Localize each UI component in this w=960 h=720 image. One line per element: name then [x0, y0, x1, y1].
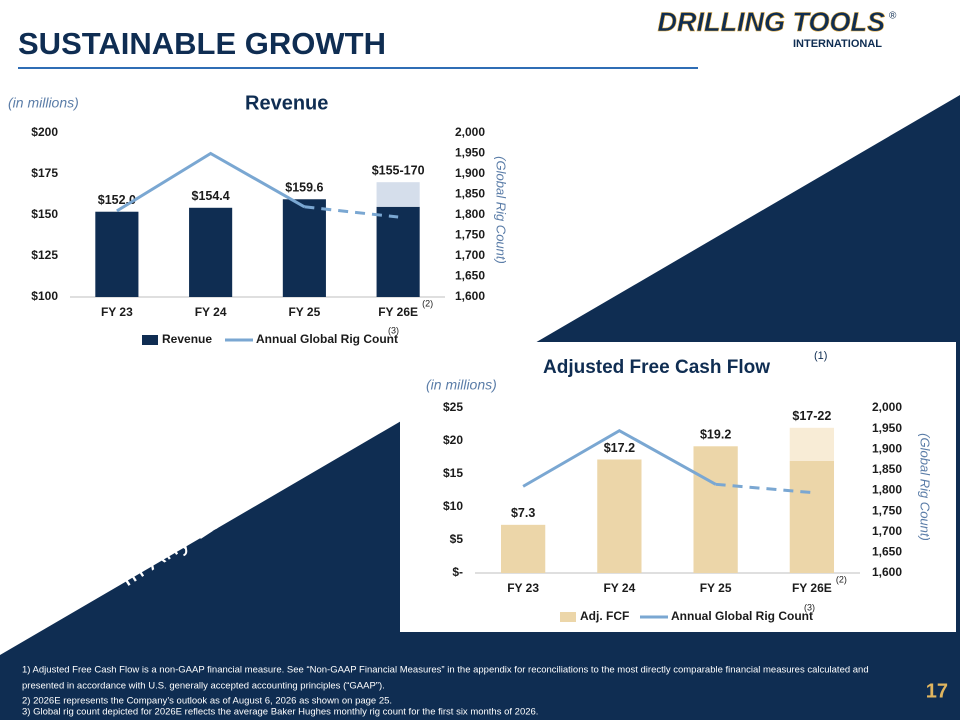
footnote: presented in accordance with U.S. genera…	[22, 681, 385, 692]
chart-title: Adjusted Free Cash Flow	[543, 357, 770, 378]
value-label: $152.0	[98, 193, 136, 207]
y2-tick-label: 1,650	[872, 545, 902, 559]
legend-swatch	[142, 335, 158, 345]
y2-tick-label: 2,000	[455, 125, 485, 139]
y2-tick-label: 1,700	[455, 248, 485, 262]
x-tick-label: FY 24	[603, 581, 635, 595]
y2-tick-label: 1,900	[872, 441, 902, 455]
x-tick-label: FY 25	[700, 581, 732, 595]
x-tick-label: FY 24	[195, 305, 227, 319]
slide-title: SUSTAINABLE GROWTH	[18, 26, 386, 61]
y2-tick-label: 1,850	[455, 187, 485, 201]
y2-axis-label: (Global Rig Count)	[918, 433, 933, 541]
y2-tick-label: 1,600	[455, 289, 485, 303]
y2-tick-label: 1,750	[455, 228, 485, 242]
y2-tick-label: 1,800	[455, 207, 485, 221]
value-label: $19.2	[700, 428, 731, 442]
page-number: 17	[926, 680, 948, 702]
value-label: $159.6	[285, 181, 323, 195]
bar	[500, 524, 546, 573]
y-tick-label: $100	[31, 289, 58, 303]
y-tick-label: $20	[443, 433, 463, 447]
y2-tick-label: 1,900	[455, 166, 485, 180]
y-tick-label: $25	[443, 400, 463, 414]
y-tick-label: $10	[443, 499, 463, 513]
title-note: (1)	[814, 350, 827, 362]
x-tick-label: FY 26E	[792, 581, 832, 595]
footnote: 3) Global rig count depicted for 2026E r…	[22, 707, 538, 718]
y2-tick-label: 2,000	[872, 400, 902, 414]
legend-label: Revenue	[162, 332, 212, 346]
y2-tick-label: 1,850	[872, 462, 902, 476]
bar	[376, 206, 420, 297]
category-note: (2)	[422, 298, 433, 308]
legend-swatch	[560, 612, 576, 622]
y-tick-label: $150	[31, 207, 58, 221]
bar	[189, 207, 233, 297]
legend-note: (3)	[804, 602, 815, 612]
y-tick-label: $5	[450, 532, 464, 546]
logo-mark: ®	[889, 11, 897, 22]
y2-tick-label: 1,800	[872, 483, 902, 497]
x-tick-label: FY 23	[101, 305, 133, 319]
bar-range	[376, 182, 420, 207]
value-label: $17-22	[792, 409, 831, 423]
value-label: $17.2	[604, 441, 635, 455]
y-tick-label: $200	[31, 125, 58, 139]
bar	[282, 199, 326, 297]
footnote: 1) Adjusted Free Cash Flow is a non-GAAP…	[22, 665, 869, 676]
y-tick-label: $-	[452, 565, 463, 579]
x-tick-label: FY 23	[507, 581, 539, 595]
x-tick-label: FY 26E	[378, 305, 418, 319]
bar	[95, 211, 139, 297]
y2-tick-label: 1,650	[455, 269, 485, 283]
chart-title: Revenue	[245, 92, 328, 114]
logo: DRILLING TOOLS	[658, 7, 886, 37]
value-label: $154.4	[192, 189, 230, 203]
value-label: $155-170	[372, 163, 425, 177]
chart-panel	[400, 342, 956, 632]
y-tick-label: $125	[31, 248, 58, 262]
y2-tick-label: 1,950	[455, 146, 485, 160]
y2-tick-label: 1,600	[872, 565, 902, 579]
bar-range	[789, 427, 835, 461]
bar	[789, 460, 835, 573]
y-tick-label: $15	[443, 466, 463, 480]
x-tick-label: FY 25	[288, 305, 320, 319]
category-note: (2)	[836, 574, 847, 584]
line-series	[116, 151, 306, 213]
footnote: 2) 2026E represents the Company’s outloo…	[22, 696, 392, 707]
legend-label: Adj. FCF	[580, 609, 629, 623]
logo-subtitle: INTERNATIONAL	[793, 38, 882, 50]
legend-label: Annual Global Rig Count	[671, 609, 813, 623]
y-axis-label: (in millions)	[426, 377, 497, 393]
bar	[597, 459, 642, 573]
y2-tick-label: 1,750	[872, 503, 902, 517]
y2-tick-label: 1,950	[872, 421, 902, 435]
legend-label: Annual Global Rig Count	[256, 332, 398, 346]
y-tick-label: $175	[31, 166, 58, 180]
y2-axis-label: (Global Rig Count)	[494, 156, 509, 264]
line-series	[522, 428, 717, 488]
y-axis-label: (in millions)	[8, 95, 79, 111]
legend-note: (3)	[388, 325, 399, 335]
bar	[693, 446, 738, 573]
y2-tick-label: 1,700	[872, 524, 902, 538]
value-label: $7.3	[511, 506, 535, 520]
